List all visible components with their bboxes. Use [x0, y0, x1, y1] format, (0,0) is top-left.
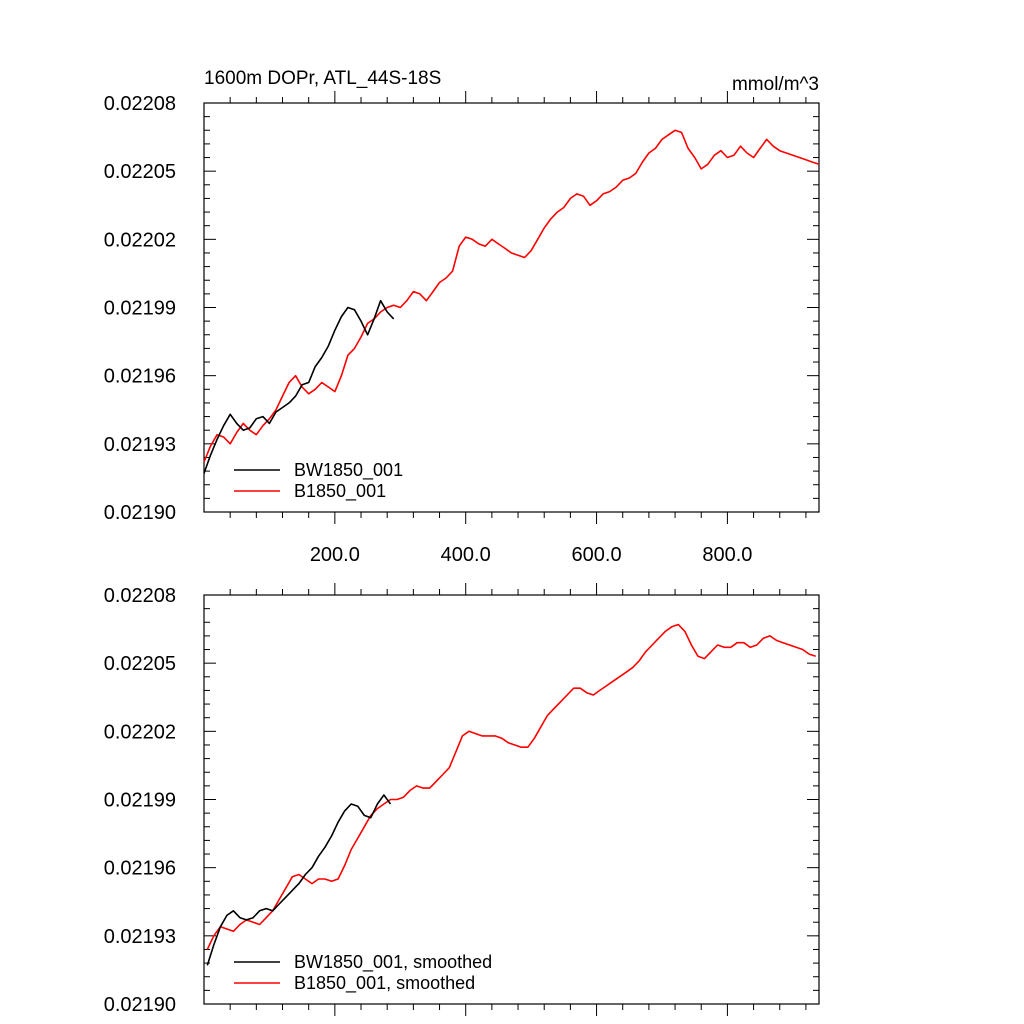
bottom-plot-frame: [203, 594, 820, 1005]
top-series-line-bw1850-001: [203, 299, 395, 474]
bottom-y-tick-label: 0.02196: [104, 858, 176, 880]
top-series: [203, 129, 820, 474]
top-chart-title: 1600m DOPr, ATL_44S-18S: [204, 68, 441, 89]
top-x-tick-label: 400.0: [441, 544, 491, 566]
top-y-tick-labels: 0.02190 0.02193 0.02196 0.02199 0.02202 0.022…: [104, 93, 176, 524]
bottom-y-tick-label: 0.02199: [104, 790, 176, 812]
bottom-ticks: [204, 583, 819, 1016]
top-y-tick-label: 0.02199: [104, 298, 176, 320]
top-x-tick-labels: 200.0 400.0 600.0 800.0: [310, 544, 753, 566]
bottom-y-tick-labels: 0.02190 0.02193 0.02196 0.02199 0.02202 0.022…: [104, 585, 176, 1016]
top-x-tick-label: 200.0: [310, 544, 360, 566]
bottom-y-tick-label: 0.02202: [104, 721, 176, 743]
bottom-series: [206, 623, 816, 966]
top-plot-frame: [203, 102, 820, 513]
top-legend-label-bw1850: BW1850_001: [294, 460, 403, 481]
top-y-tick-label: 0.02193: [104, 434, 176, 456]
bottom-y-tick-label: 0.02190: [104, 994, 176, 1016]
bottom-legend: BW1850_001, smoothed B1850_001, smoothed: [234, 952, 492, 994]
bottom-y-tick-label: 0.02205: [104, 653, 176, 675]
top-panel: 0.02190 0.02193 0.02196 0.02199 0.02202 0.022…: [104, 68, 820, 566]
top-y-tick-label: 0.02202: [104, 229, 176, 251]
bottom-series-line-b1850-001-smoothed: [206, 623, 816, 950]
top-y-tick-label: 0.02205: [104, 161, 176, 183]
bottom-series-line-bw1850-001-smoothed: [206, 794, 392, 966]
top-chart-units: mmol/m^3: [732, 74, 819, 95]
bottom-panel: 0.02190 0.02193 0.02196 0.02199 0.02202 0.022…: [104, 583, 820, 1016]
top-legend-label-b1850: B1850_001: [294, 481, 386, 502]
bottom-legend-label-b1850: B1850_001, smoothed: [294, 973, 475, 994]
bottom-y-tick-label: 0.02208: [104, 585, 176, 607]
top-y-tick-label: 0.02208: [104, 93, 176, 115]
top-legend: BW1850_001 B1850_001: [234, 460, 403, 502]
top-x-tick-label: 600.0: [572, 544, 622, 566]
bottom-y-tick-label: 0.02193: [104, 926, 176, 948]
top-ticks: [204, 91, 819, 524]
top-series-line-b1850-001: [203, 129, 820, 463]
top-x-tick-label: 800.0: [702, 544, 752, 566]
top-y-tick-label: 0.02190: [104, 502, 176, 524]
bottom-legend-label-bw1850: BW1850_001, smoothed: [294, 952, 492, 973]
top-y-tick-label: 0.02196: [104, 366, 176, 388]
